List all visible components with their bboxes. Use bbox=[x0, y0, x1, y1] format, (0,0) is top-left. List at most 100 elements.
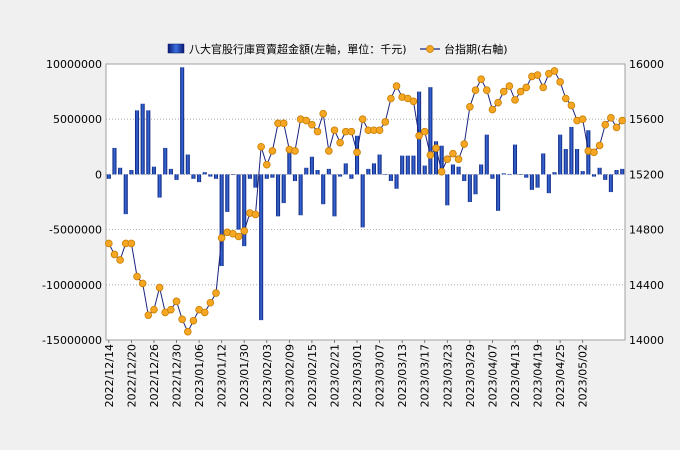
bar bbox=[484, 134, 489, 175]
x-tick-label: 2023/04/19 bbox=[532, 344, 545, 407]
line-point bbox=[189, 316, 198, 325]
line-point bbox=[167, 305, 175, 314]
line-point bbox=[392, 82, 401, 90]
line-point bbox=[291, 147, 299, 155]
bar bbox=[377, 154, 382, 175]
line-point bbox=[437, 167, 446, 176]
legend-bar-label: 八大官股行庫買賣超金額(左軸，單位：千元) bbox=[189, 42, 407, 56]
bar bbox=[467, 174, 472, 202]
right-tick-label: 14400 bbox=[629, 279, 664, 292]
bar bbox=[270, 174, 275, 178]
x-tick-label: 2023/01/12 bbox=[216, 344, 229, 407]
bar bbox=[225, 174, 230, 212]
right-tick-label: 15200 bbox=[629, 168, 664, 181]
bar bbox=[479, 164, 484, 175]
x-tick-label: 2022/12/26 bbox=[148, 344, 161, 407]
line-point bbox=[144, 311, 153, 319]
left-tick-label: -10000000 bbox=[42, 279, 102, 292]
bar bbox=[292, 174, 298, 182]
line-point bbox=[217, 234, 226, 242]
bar bbox=[546, 174, 551, 194]
bar bbox=[326, 168, 331, 175]
right-tick-label: 14000 bbox=[629, 334, 664, 347]
legend-bar-swatch bbox=[167, 43, 185, 54]
bar bbox=[580, 171, 585, 175]
x-tick-label: 2023/02/09 bbox=[283, 344, 296, 407]
bar bbox=[264, 174, 269, 179]
line-point bbox=[150, 305, 158, 314]
bar bbox=[202, 172, 207, 175]
line-point bbox=[381, 118, 390, 126]
line-point bbox=[618, 116, 626, 125]
right-tick-label: 14800 bbox=[629, 224, 664, 237]
bar-series bbox=[106, 67, 625, 321]
left-tick-label: 0 bbox=[95, 168, 102, 181]
bar bbox=[490, 174, 495, 179]
line-point bbox=[432, 144, 440, 152]
bar bbox=[151, 166, 156, 175]
legend: 八大官股行庫買賣超金額(左軸，單位：千元) 台指期(右軸) bbox=[167, 42, 508, 56]
bar bbox=[140, 103, 145, 175]
x-tick-label: 2023/04/13 bbox=[509, 344, 522, 407]
line-point bbox=[516, 87, 525, 96]
line-point bbox=[482, 86, 491, 95]
legend-line-marker bbox=[426, 45, 434, 53]
line-point bbox=[325, 147, 333, 155]
line-point bbox=[505, 82, 514, 90]
bar bbox=[450, 164, 455, 175]
bar bbox=[620, 168, 625, 175]
x-tick-label: 2023/03/29 bbox=[464, 344, 477, 407]
line-point bbox=[595, 141, 604, 150]
bar bbox=[208, 174, 213, 177]
bar bbox=[123, 174, 128, 215]
line-point bbox=[561, 94, 570, 103]
line-point bbox=[262, 160, 271, 169]
x-tick-label: 2022/12/30 bbox=[171, 344, 184, 407]
bar bbox=[400, 155, 405, 175]
x-tick-label: 2023/01/06 bbox=[193, 344, 206, 407]
line-point bbox=[206, 298, 215, 307]
bar bbox=[146, 110, 151, 175]
line-point bbox=[319, 109, 327, 118]
line-point bbox=[330, 126, 339, 135]
line-point bbox=[466, 102, 474, 111]
bar bbox=[501, 173, 506, 175]
bar bbox=[552, 172, 557, 175]
line-point bbox=[336, 138, 344, 147]
line-point bbox=[590, 148, 598, 157]
line-point bbox=[443, 155, 452, 164]
bar bbox=[106, 174, 111, 179]
line-point bbox=[449, 149, 457, 158]
line-point bbox=[409, 97, 418, 106]
bar bbox=[259, 174, 264, 321]
bar bbox=[558, 134, 563, 175]
x-tick-label: 2023/04/07 bbox=[486, 344, 499, 407]
line-point bbox=[302, 116, 311, 125]
line-point bbox=[172, 297, 181, 306]
bar bbox=[411, 155, 416, 175]
bar bbox=[388, 174, 393, 182]
line-point bbox=[133, 272, 141, 281]
bar bbox=[535, 174, 540, 188]
bar bbox=[112, 147, 117, 175]
bar bbox=[247, 174, 252, 179]
bar bbox=[591, 174, 597, 177]
line-point bbox=[387, 94, 395, 103]
x-tick-label: 2023/03/01 bbox=[351, 344, 364, 407]
bar bbox=[614, 169, 619, 175]
line-point bbox=[347, 127, 356, 136]
line-point bbox=[251, 210, 260, 219]
bar bbox=[575, 149, 580, 175]
bar bbox=[462, 174, 467, 182]
bar bbox=[134, 110, 140, 175]
bar bbox=[304, 167, 309, 175]
line-point bbox=[353, 148, 361, 157]
line-point bbox=[477, 75, 485, 83]
bar bbox=[281, 174, 286, 204]
x-tick-label: 2023/01/30 bbox=[238, 344, 251, 407]
line-point bbox=[499, 87, 508, 96]
x-tick-label: 2023/03/07 bbox=[374, 344, 387, 407]
bar bbox=[428, 87, 433, 175]
bar bbox=[309, 156, 314, 175]
bar bbox=[394, 174, 399, 189]
